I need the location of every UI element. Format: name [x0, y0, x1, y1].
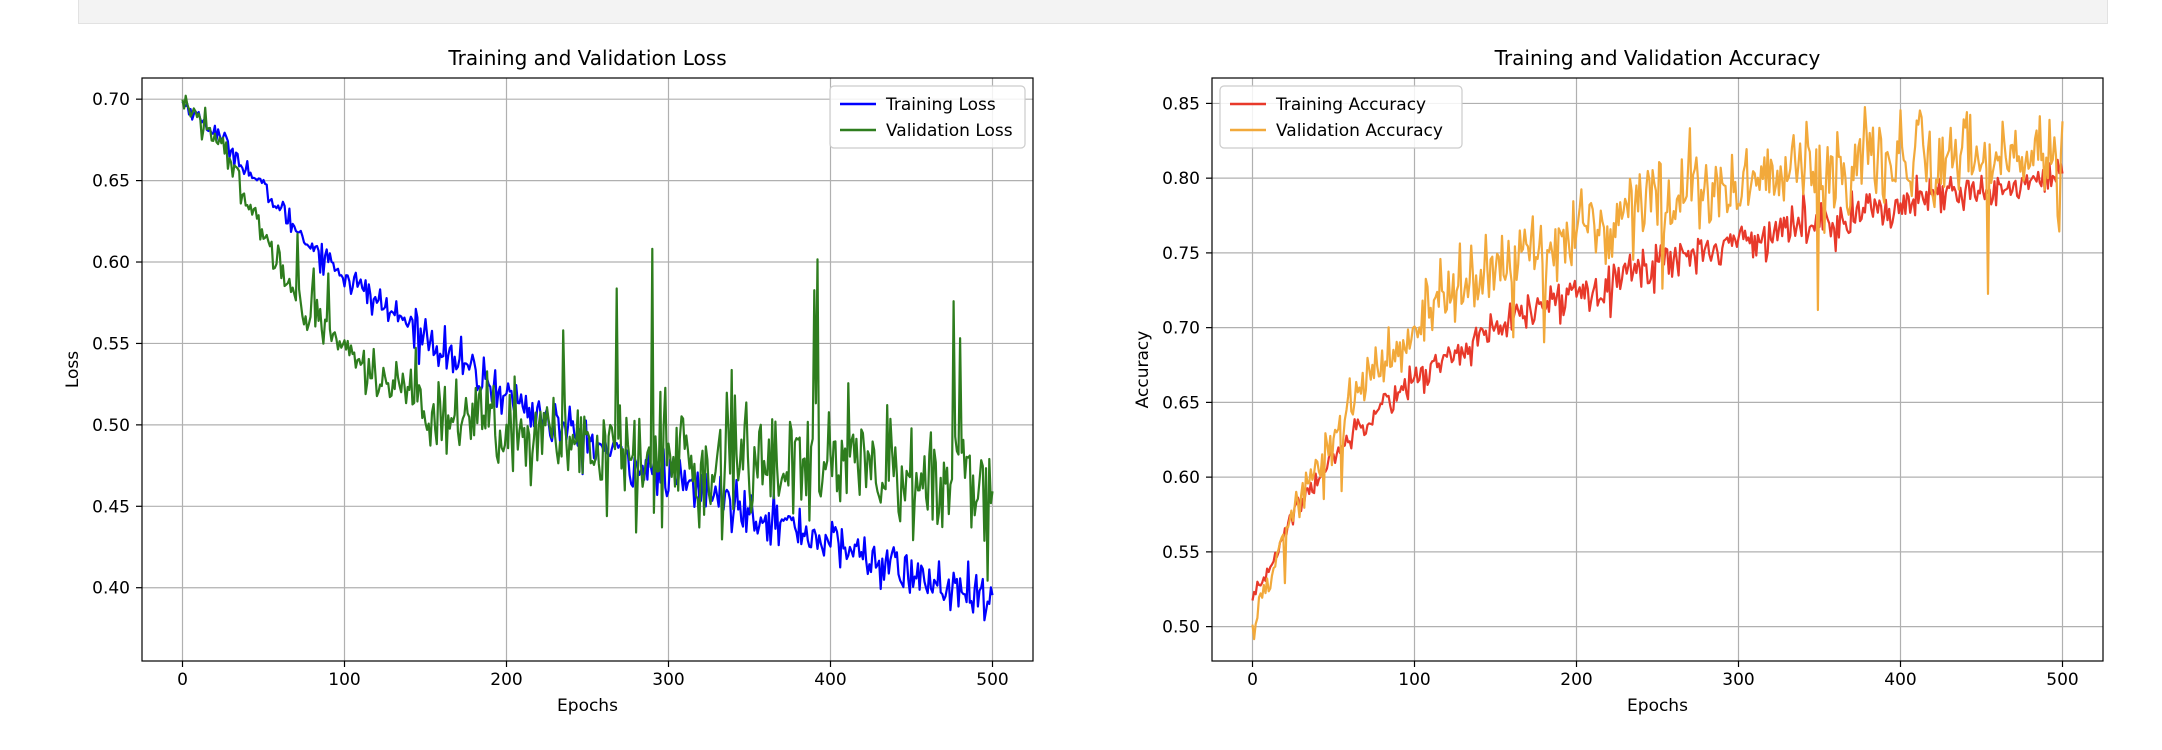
- legend-label: Training Loss: [885, 95, 996, 115]
- series-line-validation-loss: [181, 94, 994, 582]
- chart-title: Training and Validation Accuracy: [1494, 46, 1821, 70]
- accuracy-chart: 0 100 200 300 400 500 0.50 0.55 0.60 0.65 0.70 0.75…: [1133, 46, 2104, 716]
- y-axis-label: Accuracy: [1133, 331, 1153, 409]
- legend-label: Training Accuracy: [1275, 95, 1426, 115]
- y-tick-label: 0.70: [1162, 319, 1200, 339]
- legend-box: [829, 85, 1026, 149]
- y-tick-label: 0.40: [92, 579, 130, 599]
- y-tick-label: 0.60: [1162, 468, 1200, 488]
- x-tick-label: 200: [1560, 670, 1592, 690]
- legend-label: Validation Loss: [886, 121, 1013, 141]
- series-line-training-loss: [181, 101, 994, 622]
- series-line-training-accuracy: [1251, 158, 2064, 601]
- chart-title: Training and Validation Loss: [447, 46, 726, 70]
- y-tick-label: 0.80: [1162, 169, 1200, 189]
- y-axis-label: Loss: [63, 351, 83, 388]
- x-tick-label: 0: [177, 670, 188, 690]
- notebook-output-bar: [78, 0, 2108, 24]
- y-tick-label: 0.45: [92, 497, 130, 517]
- axes-frame: [141, 77, 1034, 662]
- x-tick-label: 500: [2046, 670, 2078, 690]
- y-tick-label: 0.75: [1162, 244, 1200, 264]
- x-tick-label: 400: [814, 670, 846, 690]
- x-tick-label: 200: [490, 670, 522, 690]
- x-tick-label: 0: [1247, 670, 1258, 690]
- x-tick-label: 300: [1722, 670, 1754, 690]
- x-tick-label: 400: [1884, 670, 1916, 690]
- y-tick-label: 0.60: [92, 253, 130, 273]
- y-tick-label: 0.50: [92, 416, 130, 436]
- x-tick-label: 100: [1398, 670, 1430, 690]
- series-line-validation-accuracy: [1251, 105, 2064, 641]
- y-tick-label: 0.65: [92, 172, 130, 192]
- y-tick-label: 0.85: [1162, 94, 1200, 114]
- y-tick-label: 0.55: [92, 334, 130, 354]
- y-tick-label: 0.55: [1162, 543, 1200, 563]
- y-tick-label: 0.50: [1162, 618, 1200, 638]
- legend-label: Validation Accuracy: [1276, 121, 1443, 141]
- x-tick-label: 300: [652, 670, 684, 690]
- axes-frame: [1211, 77, 2104, 662]
- legend: Training Accuracy Validation Accuracy: [1219, 85, 1463, 149]
- legend-box: [1219, 85, 1463, 149]
- y-tick-label: 0.65: [1162, 393, 1200, 413]
- loss-chart: 0 100 200 300 400 500 0.40 0.45 0.50 0.55 0.60 0.65…: [63, 46, 1034, 716]
- x-tick-label: 500: [976, 670, 1008, 690]
- x-tick-label: 100: [328, 670, 360, 690]
- x-axis-label: Epochs: [557, 696, 618, 716]
- legend: Training Loss Validation Loss: [829, 85, 1026, 149]
- y-tick-label: 0.70: [92, 90, 130, 110]
- x-axis-label: Epochs: [1627, 696, 1688, 716]
